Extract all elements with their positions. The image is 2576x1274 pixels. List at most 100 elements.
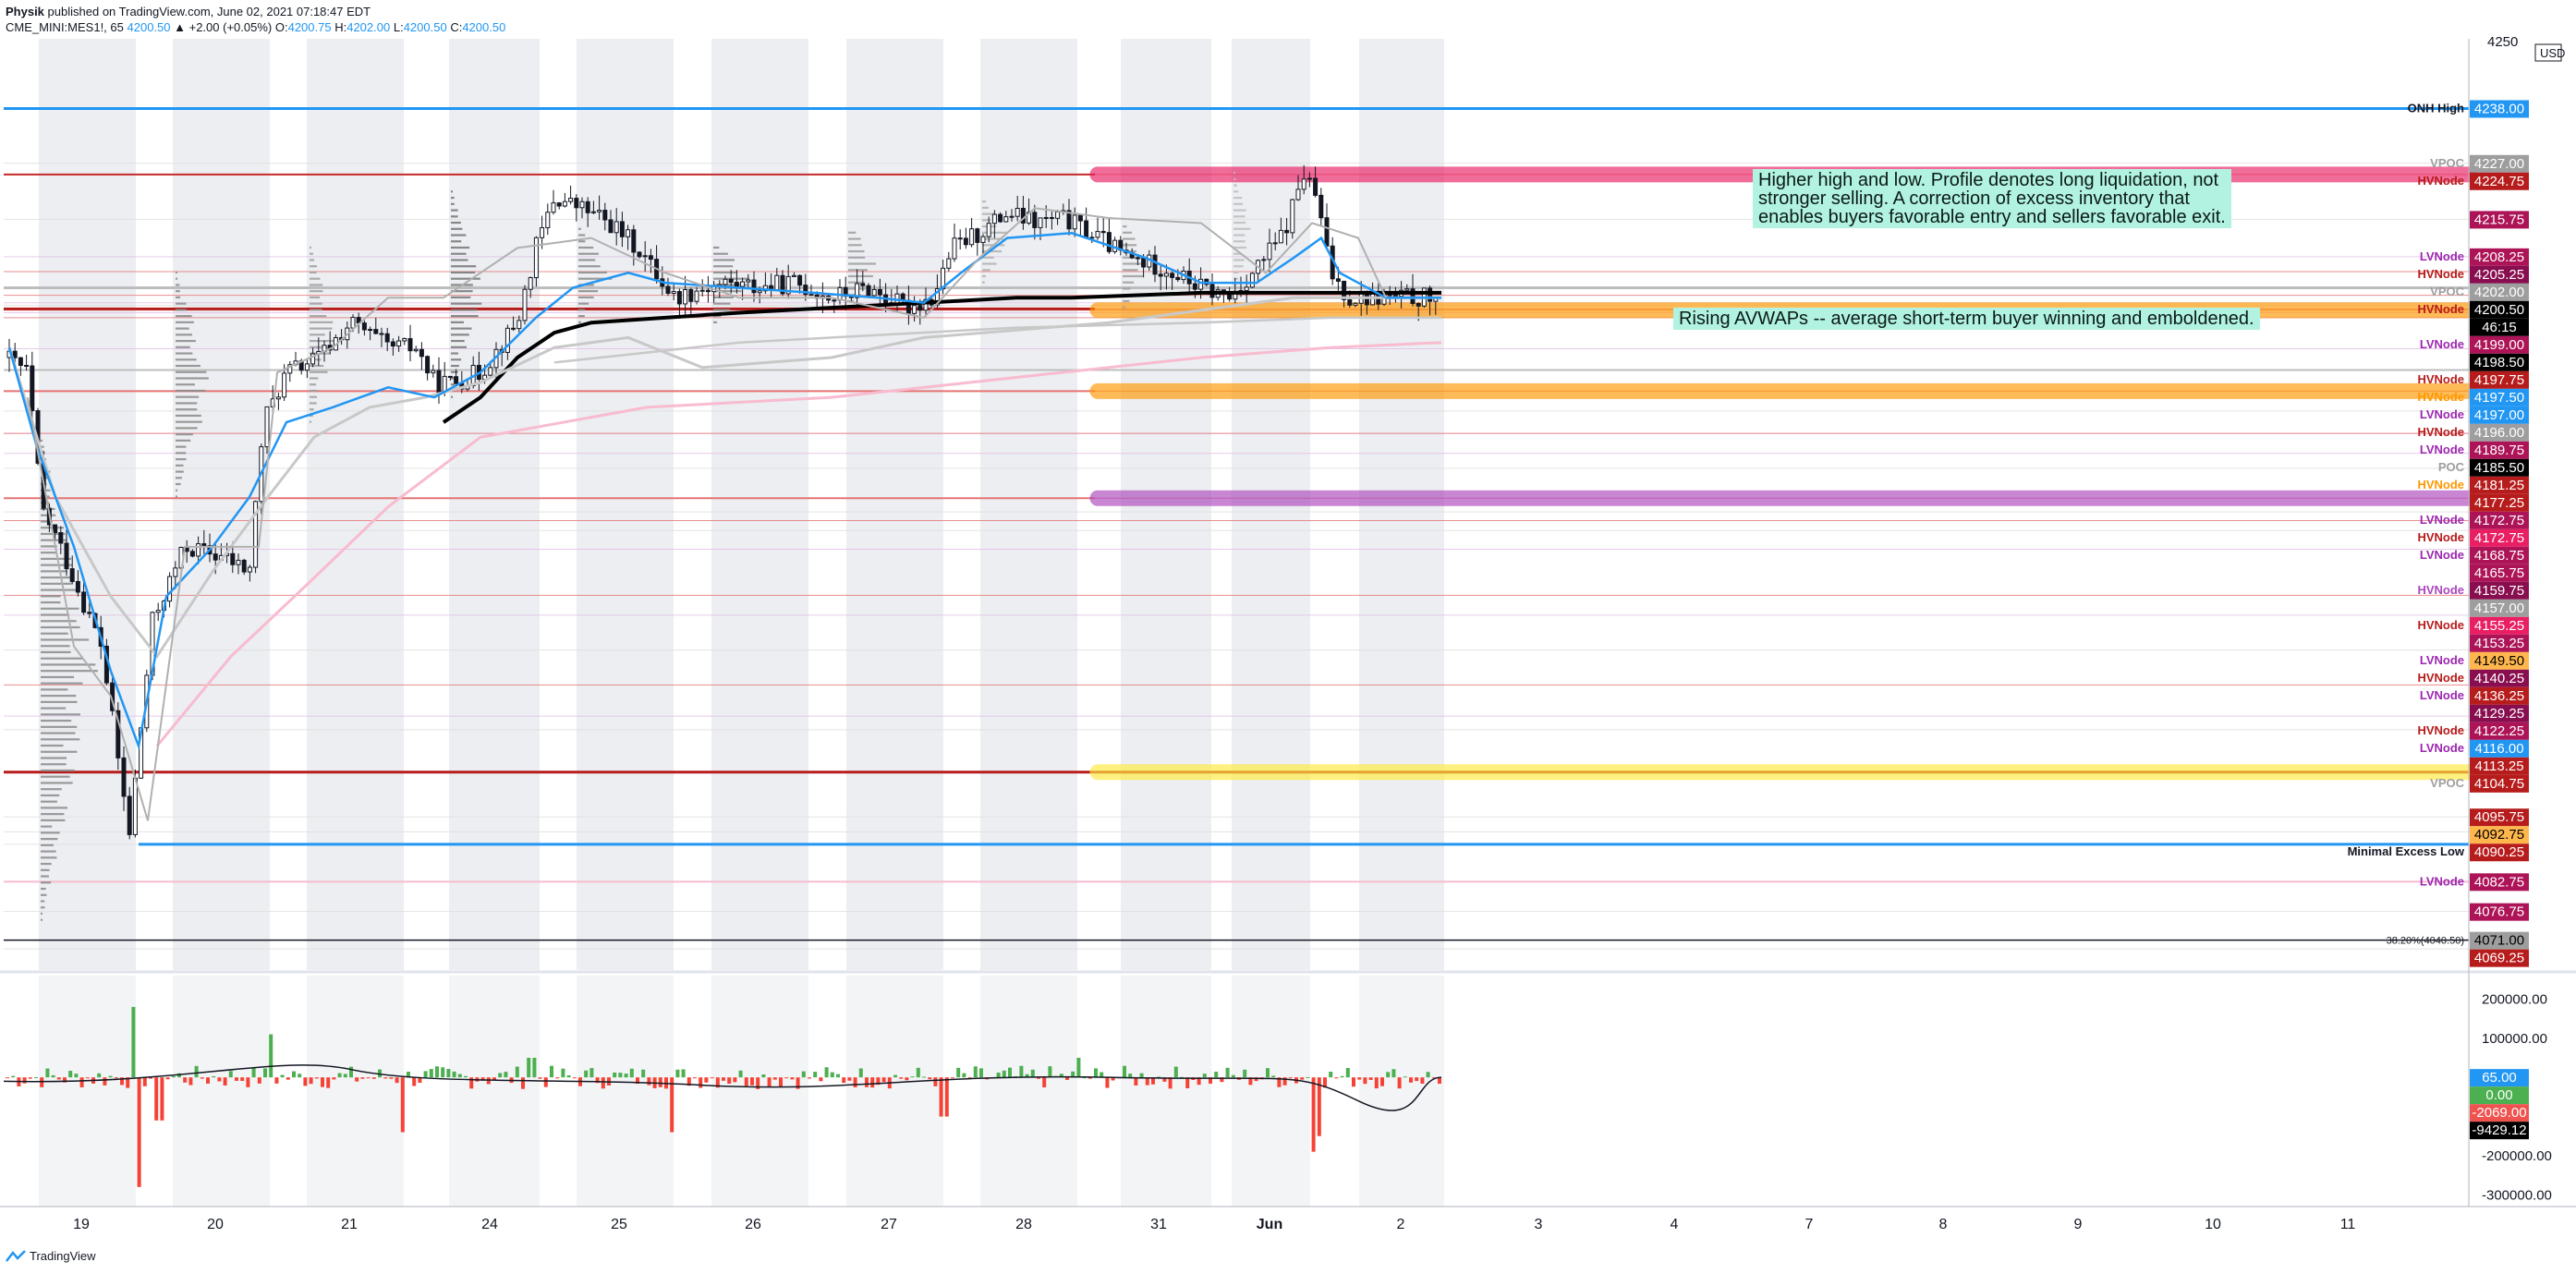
price-label[interactable] (2470, 300, 2529, 319)
delta-bar (1037, 1077, 1040, 1079)
price-label[interactable] (2470, 458, 2529, 477)
volume-profile-bar (451, 321, 465, 323)
price-label[interactable] (2470, 581, 2529, 600)
candle (934, 288, 940, 306)
annotation-note-avwap[interactable]: Rising AVWAPs -- average short-term buye… (1673, 308, 2260, 330)
price-label[interactable] (2470, 546, 2529, 564)
symbol-legend[interactable]: CME_MINI:MES1!, 65 4200.50 ▲ +2.00 (+0.0… (6, 20, 505, 34)
price-label[interactable] (2470, 493, 2529, 512)
delta-bar (85, 1077, 90, 1079)
volume-profile-bar (176, 346, 190, 348)
volume-profile-bar (41, 825, 53, 828)
price-label-text: 4165.75 (2474, 565, 2524, 581)
delta-bar (1363, 1077, 1367, 1085)
delta-bar (1076, 1057, 1081, 1078)
candle (631, 229, 637, 253)
delta-bar (1145, 1077, 1149, 1086)
delta-bar (1082, 1077, 1087, 1079)
price-label[interactable] (2470, 511, 2529, 529)
price-label[interactable] (2470, 406, 2529, 424)
delta-bar (1042, 1077, 1047, 1087)
price-label[interactable] (2470, 265, 2529, 284)
delta-bar (40, 1077, 44, 1087)
volume-profile-bar (451, 259, 468, 261)
delta-bar (928, 1077, 932, 1080)
volume-label-text: -2069.00 (2472, 1105, 2526, 1121)
price-label[interactable] (2470, 564, 2529, 582)
price-label[interactable] (2470, 949, 2529, 967)
price-label[interactable] (2470, 843, 2529, 862)
price-label[interactable] (2470, 873, 2529, 892)
tradingview-brand[interactable]: TradingView (6, 1249, 96, 1263)
author-name[interactable]: Physik (6, 5, 44, 18)
volume-label[interactable] (2470, 1069, 2529, 1087)
annotation-note-profile[interactable]: Higher high and low. Profile denotes lon… (1753, 169, 2231, 228)
price-label[interactable] (2470, 441, 2529, 459)
price-label[interactable] (2470, 757, 2529, 775)
volume-label-text: 65.00 (2482, 1070, 2517, 1086)
price-label[interactable] (2470, 808, 2529, 827)
price-label[interactable] (2470, 154, 2529, 173)
price-label[interactable] (2470, 599, 2529, 617)
price-label[interactable] (2470, 651, 2529, 670)
delta-bar (905, 1077, 909, 1081)
price-label[interactable] (2470, 704, 2529, 722)
volume-label[interactable] (2470, 1104, 2529, 1122)
price-label[interactable] (2470, 903, 2529, 921)
volume-label[interactable] (2470, 1122, 2529, 1140)
price-label[interactable] (2470, 476, 2529, 494)
price-label[interactable] (2470, 616, 2529, 635)
price-label[interactable] (2470, 172, 2529, 190)
delta-bar (286, 1077, 290, 1080)
candle (1106, 232, 1112, 252)
price-label[interactable] (2470, 739, 2529, 758)
delta-bar (1180, 1076, 1184, 1078)
level-tag: LVNode (2420, 513, 2464, 527)
level-tag: HVNode (2417, 618, 2464, 632)
price-label[interactable] (2470, 283, 2529, 301)
candle (1278, 229, 1283, 244)
volume-profile-bar (41, 570, 67, 573)
candle (952, 237, 957, 260)
symbol-name[interactable]: CME_MINI:MES1!, 65 (6, 20, 124, 34)
price-label[interactable] (2470, 669, 2529, 687)
delta-bar (504, 1072, 508, 1078)
price-label[interactable] (2470, 423, 2529, 442)
price-label[interactable] (2470, 634, 2529, 652)
volume-profile-bar (310, 408, 314, 411)
time-axis-tick: 2 (1397, 1217, 1405, 1232)
volume-profile-bar (451, 327, 472, 330)
level-tag: 38.20%(4040.50) (2387, 936, 2464, 947)
volume-profile-bar (1233, 221, 1246, 224)
delta-bar (584, 1070, 589, 1078)
volume-label[interactable] (2470, 1086, 2529, 1105)
volume-profile-bar (982, 256, 994, 259)
delta-bar (1386, 1072, 1391, 1078)
candle (597, 210, 602, 212)
price-label[interactable] (2470, 686, 2529, 705)
price-label[interactable] (2470, 370, 2529, 389)
candle (998, 213, 1003, 223)
volume-profile-bar (41, 707, 67, 710)
candle (545, 212, 551, 228)
price-label[interactable] (2470, 528, 2529, 547)
price-label[interactable] (2470, 931, 2529, 950)
price-label[interactable] (2470, 722, 2529, 740)
currency-box[interactable] (2534, 43, 2562, 62)
price-label[interactable] (2470, 100, 2529, 118)
price-label[interactable] (2470, 248, 2529, 266)
price-label[interactable] (2470, 826, 2529, 844)
price-label[interactable] (2470, 353, 2529, 371)
price-label[interactable] (2470, 774, 2529, 793)
price-label[interactable] (2470, 335, 2529, 354)
candle (1198, 278, 1204, 290)
volume-profile-bar (578, 290, 599, 293)
delta-bar (269, 1034, 273, 1078)
delta-bar (1225, 1067, 1230, 1078)
volume-profile-bar (41, 738, 80, 741)
price-label[interactable] (2470, 211, 2529, 229)
price-label[interactable] (2470, 388, 2529, 406)
delta-bar (68, 1071, 73, 1078)
candle (683, 289, 688, 305)
candle (1163, 273, 1169, 277)
